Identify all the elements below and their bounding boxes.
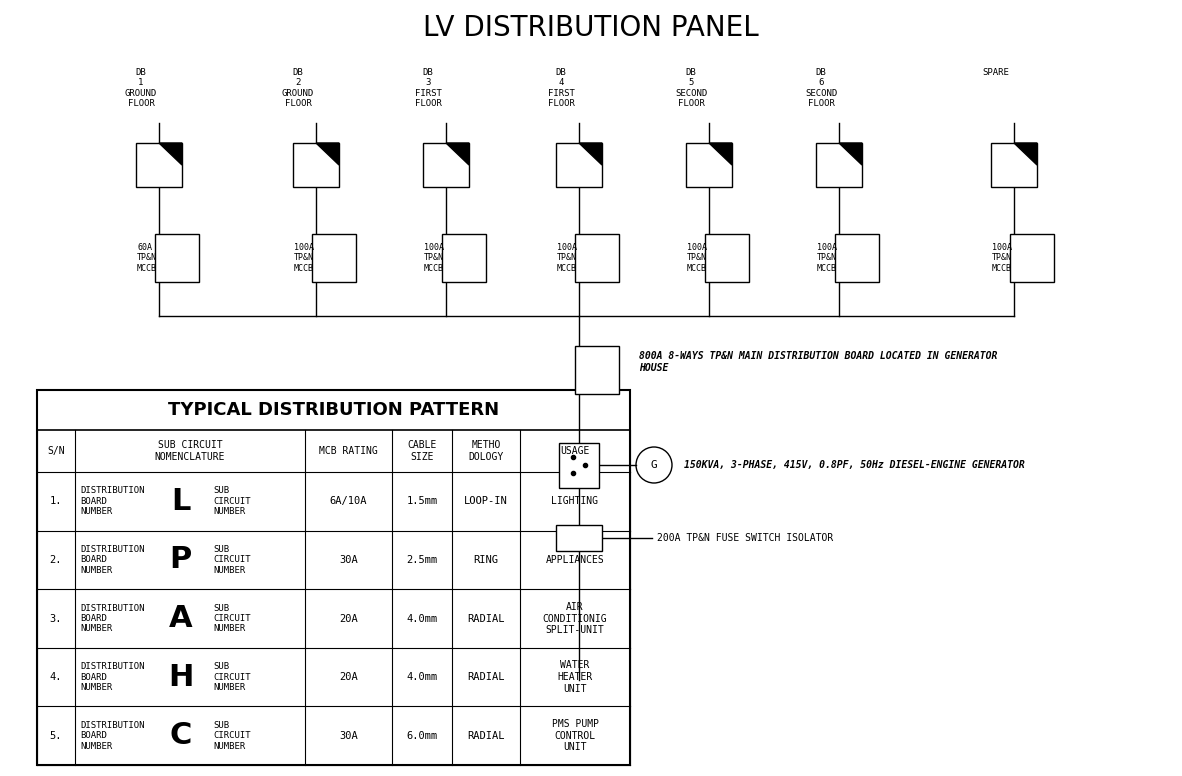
Text: MCB RATING: MCB RATING [319, 446, 378, 456]
Text: SPARE: SPARE [982, 68, 1009, 77]
Text: 6.0mm: 6.0mm [407, 731, 437, 741]
Bar [155, 234, 199, 282]
Text: 5.: 5. [50, 731, 63, 741]
Polygon shape [1014, 143, 1037, 165]
Text: USAGE: USAGE [560, 446, 590, 456]
Text: 100A
TP&N
MCCB: 100A TP&N MCCB [992, 243, 1012, 273]
Text: 100A
TP&N
MCCB: 100A TP&N MCCB [294, 243, 314, 273]
Text: DB
2
GROUND
FLOOR: DB 2 GROUND FLOOR [281, 68, 314, 108]
Bar [556, 525, 602, 551]
Polygon shape [316, 143, 339, 165]
Text: SUB CIRCUIT
NOMENCLATURE: SUB CIRCUIT NOMENCLATURE [155, 440, 226, 462]
Text: SUB
CIRCUIT
NUMBER: SUB CIRCUIT NUMBER [213, 604, 251, 633]
Text: 100A
TP&N
MCCB: 100A TP&N MCCB [557, 243, 577, 273]
Text: 4.: 4. [50, 672, 63, 682]
Text: C: C [169, 721, 191, 750]
Text: RADIAL: RADIAL [467, 614, 505, 623]
Text: AIR
CONDITIONIG
SPLIT-UNIT: AIR CONDITIONIG SPLIT-UNIT [543, 602, 608, 635]
Text: LV DISTRIBUTION PANEL: LV DISTRIBUTION PANEL [423, 14, 759, 42]
Text: PMS PUMP
CONTROL
UNIT: PMS PUMP CONTROL UNIT [552, 719, 598, 752]
Text: APPLIANCES: APPLIANCES [546, 555, 604, 565]
Bar [136, 143, 182, 187]
Text: 6A/10A: 6A/10A [330, 497, 368, 506]
Text: DISTRIBUTION
BOARD
NUMBER: DISTRIBUTION BOARD NUMBER [80, 662, 144, 692]
Text: CABLE
SIZE: CABLE SIZE [408, 440, 436, 462]
Bar [816, 143, 862, 187]
Bar [574, 234, 619, 282]
Text: 30A: 30A [339, 555, 358, 565]
Text: 60A
TP&N
MCCB: 60A TP&N MCCB [137, 243, 157, 273]
Text: 4.0mm: 4.0mm [407, 614, 437, 623]
Polygon shape [709, 143, 732, 165]
Text: 20A: 20A [339, 614, 358, 623]
Text: DB
5
SECOND
FLOOR: DB 5 SECOND FLOOR [675, 68, 707, 108]
Text: 20A: 20A [339, 672, 358, 682]
Bar [834, 234, 879, 282]
Polygon shape [839, 143, 862, 165]
Text: RADIAL: RADIAL [467, 731, 505, 741]
Bar [423, 143, 469, 187]
Polygon shape [160, 143, 182, 165]
Text: 4.0mm: 4.0mm [407, 672, 437, 682]
Text: DISTRIBUTION
BOARD
NUMBER: DISTRIBUTION BOARD NUMBER [80, 545, 144, 575]
Text: P: P [170, 546, 191, 574]
Text: RADIAL: RADIAL [467, 672, 505, 682]
Bar [293, 143, 339, 187]
Text: RING: RING [474, 555, 499, 565]
Text: TYPICAL DISTRIBUTION PATTERN: TYPICAL DISTRIBUTION PATTERN [168, 401, 499, 419]
Text: SUB
CIRCUIT
NUMBER: SUB CIRCUIT NUMBER [213, 721, 251, 750]
Text: S/N: S/N [47, 446, 65, 456]
Bar [556, 143, 602, 187]
Text: DISTRIBUTION
BOARD
NUMBER: DISTRIBUTION BOARD NUMBER [80, 487, 144, 516]
Polygon shape [579, 143, 602, 165]
Text: A: A [169, 604, 193, 633]
Text: WATER
HEATER
UNIT: WATER HEATER UNIT [558, 660, 592, 694]
Polygon shape [446, 143, 469, 165]
Bar [312, 234, 356, 282]
Bar [574, 346, 619, 394]
Text: 800A 8-WAYS TP&N MAIN DISTRIBUTION BOARD LOCATED IN GENERATOR
HOUSE: 800A 8-WAYS TP&N MAIN DISTRIBUTION BOARD… [639, 352, 998, 372]
Text: SUB
CIRCUIT
NUMBER: SUB CIRCUIT NUMBER [213, 662, 251, 692]
Bar [1009, 234, 1054, 282]
Bar [686, 143, 732, 187]
Text: 100A
TP&N
MCCB: 100A TP&N MCCB [424, 243, 444, 273]
Text: 200A TP&N FUSE SWITCH ISOLATOR: 200A TP&N FUSE SWITCH ISOLATOR [657, 533, 833, 543]
Text: DISTRIBUTION
BOARD
NUMBER: DISTRIBUTION BOARD NUMBER [80, 604, 144, 633]
Bar [704, 234, 749, 282]
Text: DB
6
SECOND
FLOOR: DB 6 SECOND FLOOR [805, 68, 837, 108]
Text: 30A: 30A [339, 731, 358, 741]
Text: 2.: 2. [50, 555, 63, 565]
Text: LIGHTING: LIGHTING [552, 497, 598, 506]
Text: LOOP-IN: LOOP-IN [465, 497, 508, 506]
Text: 2.5mm: 2.5mm [407, 555, 437, 565]
Text: METHO
DOLOGY: METHO DOLOGY [468, 440, 504, 462]
Text: 1.: 1. [50, 497, 63, 506]
Text: 3.: 3. [50, 614, 63, 623]
Text: SUB
CIRCUIT
NUMBER: SUB CIRCUIT NUMBER [213, 487, 251, 516]
Text: 100A
TP&N
MCCB: 100A TP&N MCCB [687, 243, 707, 273]
Bar [991, 143, 1037, 187]
Text: SUB
CIRCUIT
NUMBER: SUB CIRCUIT NUMBER [213, 545, 251, 575]
Text: G: G [650, 460, 657, 470]
Text: L: L [171, 487, 190, 516]
Text: 150KVA, 3-PHASE, 415V, 0.8PF, 50Hz DIESEL-ENGINE GENERATOR: 150KVA, 3-PHASE, 415V, 0.8PF, 50Hz DIESE… [684, 460, 1025, 470]
Bar [442, 234, 486, 282]
Text: DB
4
FIRST
FLOOR: DB 4 FIRST FLOOR [547, 68, 574, 108]
Text: 100A
TP&N
MCCB: 100A TP&N MCCB [817, 243, 837, 273]
Text: DB
3
FIRST
FLOOR: DB 3 FIRST FLOOR [415, 68, 441, 108]
Text: 1.5mm: 1.5mm [407, 497, 437, 506]
Text: DB
1
GROUND
FLOOR: DB 1 GROUND FLOOR [125, 68, 157, 108]
Bar [37, 390, 630, 765]
Text: H: H [168, 663, 194, 691]
Bar [559, 442, 599, 487]
Text: DISTRIBUTION
BOARD
NUMBER: DISTRIBUTION BOARD NUMBER [80, 721, 144, 750]
